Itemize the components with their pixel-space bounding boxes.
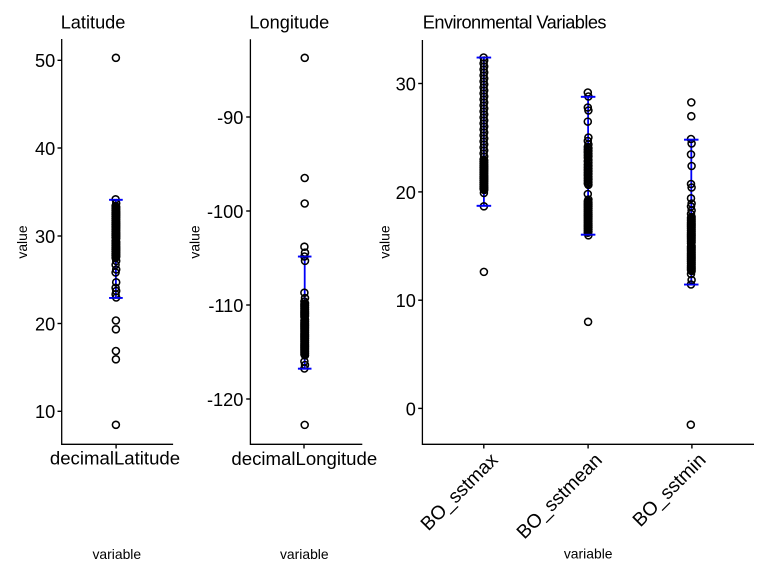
svg-text:decimalLatitude: decimalLatitude (50, 448, 180, 469)
svg-text:BO_sstmax: BO_sstmax (417, 450, 503, 536)
svg-text:20: 20 (396, 183, 416, 203)
svg-text:Environmental Variables: Environmental Variables (423, 12, 607, 32)
svg-text:50: 50 (35, 51, 55, 71)
svg-text:BO_sstmean: BO_sstmean (513, 450, 607, 544)
svg-text:value: value (14, 225, 30, 258)
svg-text:0: 0 (406, 399, 416, 419)
svg-text:variable: variable (564, 546, 613, 562)
svg-text:10: 10 (396, 291, 416, 311)
svg-text:value: value (377, 225, 393, 258)
svg-text:40: 40 (35, 139, 55, 159)
svg-text:variable: variable (280, 546, 329, 562)
svg-text:Longitude: Longitude (249, 12, 329, 32)
svg-text:-120: -120 (207, 390, 243, 410)
svg-text:Latitude: Latitude (61, 12, 126, 32)
svg-text:decimalLongitude: decimalLongitude (231, 448, 377, 469)
svg-text:-100: -100 (207, 202, 243, 222)
svg-text:10: 10 (35, 402, 55, 422)
svg-text:value: value (187, 225, 203, 258)
svg-text:-110: -110 (208, 296, 243, 316)
svg-text:BO_sstmin: BO_sstmin (629, 450, 711, 532)
svg-text:30: 30 (35, 227, 55, 247)
svg-text:variable: variable (92, 546, 141, 562)
svg-text:-90: -90 (217, 108, 243, 128)
svg-text:20: 20 (35, 314, 55, 334)
svg-text:30: 30 (396, 74, 416, 94)
